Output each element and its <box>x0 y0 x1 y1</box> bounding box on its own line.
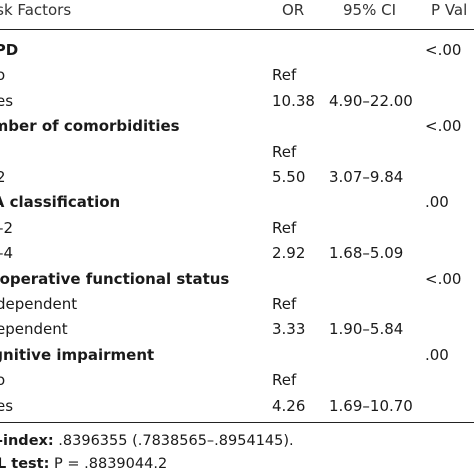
factor-level-label: o <box>0 66 6 85</box>
factor-level-label: es <box>0 396 14 415</box>
odds-ratio-cell: 3.33 <box>272 320 306 339</box>
table-row: dependent Ref <box>0 291 474 317</box>
factor-level-label: o <box>0 371 6 390</box>
factor-level-label: dependent <box>0 295 78 313</box>
p-value-cell: <.00 <box>425 117 462 136</box>
table-row: –2 Ref <box>0 215 474 241</box>
odds-ratio-cell: 4.26 <box>272 396 306 415</box>
p-value-cell: <.00 <box>425 41 462 59</box>
hl-test-label: L test: <box>0 456 50 472</box>
table-header: isk Factors OR 95% CI P Val <box>0 0 474 23</box>
table-row: OPD <.00 <box>0 37 474 63</box>
factor-group-label: umber of comorbidities <box>0 117 180 136</box>
p-value-cell: <.00 <box>425 269 462 288</box>
footer-cindex: -index: .8396355 (.7838565–.8954145). <box>0 431 294 451</box>
cindex-value: .8396355 (.7838565–.8954145). <box>53 433 294 449</box>
confidence-interval-cell: 1.90–5.84 <box>329 320 404 339</box>
header-divider <box>0 29 474 30</box>
odds-ratio-cell: Ref <box>272 295 297 313</box>
odds-ratio-cell: Ref <box>272 142 297 161</box>
header-risk-factors: isk Factors <box>0 1 72 19</box>
table-row: reoperative functional status <.00 <box>0 266 474 292</box>
factor-level-label: –2 <box>0 218 14 237</box>
odds-ratio-cell: 5.50 <box>272 168 306 186</box>
table-row: umber of comorbidities <.00 <box>0 113 474 139</box>
table-row: es 10.38 4.90–22.00 <box>0 88 474 114</box>
footer-hl-test: L test: P = .8839044.2 <box>0 454 167 474</box>
table-row: o Ref <box>0 367 474 393</box>
odds-ratio-cell: Ref <box>272 218 297 237</box>
header-p-value: P Val <box>431 1 468 19</box>
odds-ratio-cell: Ref <box>272 371 297 390</box>
table-row: ependent 3.33 1.90–5.84 <box>0 316 474 342</box>
p-value-cell: .00 <box>425 193 449 212</box>
odds-ratio-cell: 10.38 <box>272 91 315 110</box>
table-bottom-rule <box>0 422 474 423</box>
odds-ratio-cell: Ref <box>272 66 297 85</box>
factor-group-label: ognitive impairment <box>0 345 155 364</box>
factor-level-label: –4 <box>0 244 14 263</box>
confidence-interval-cell: 1.69–10.70 <box>329 396 413 415</box>
factor-level-label: es <box>0 91 14 110</box>
factor-group-label: SA classification <box>0 193 121 212</box>
p-value-cell: .00 <box>425 345 449 364</box>
table-row: SA classification .00 <box>0 189 474 215</box>
table-row: es 4.26 1.69–10.70 <box>0 393 474 419</box>
factor-group-label: reoperative functional status <box>0 269 230 288</box>
table-row: 2 5.50 3.07–9.84 <box>0 164 474 190</box>
confidence-interval-cell: 3.07–9.84 <box>329 168 404 186</box>
factor-group-label: OPD <box>0 41 19 59</box>
confidence-interval-cell: 4.90–22.00 <box>329 91 413 110</box>
header-ci: 95% CI <box>343 1 397 19</box>
factor-level-label: 2 <box>0 168 6 186</box>
confidence-interval-cell: 1.68–5.09 <box>329 244 404 263</box>
table-row: –4 2.92 1.68–5.09 <box>0 240 474 266</box>
table-row: o Ref <box>0 62 474 88</box>
hl-test-value: P = .8839044.2 <box>49 456 168 472</box>
factor-level-label: ependent <box>0 320 68 339</box>
table-row: ognitive impairment .00 <box>0 342 474 368</box>
cindex-label: -index: <box>0 433 54 449</box>
header-or: OR <box>282 1 305 19</box>
odds-ratio-cell: 2.92 <box>272 244 306 263</box>
